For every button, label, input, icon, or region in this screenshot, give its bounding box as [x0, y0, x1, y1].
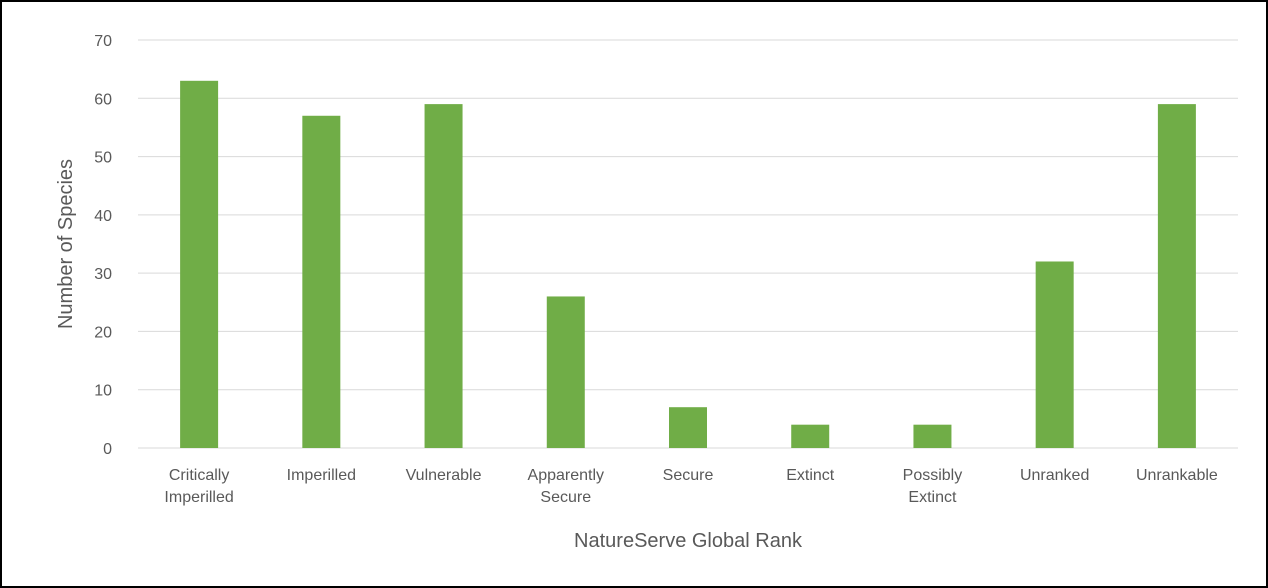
y-tick-label: 70 [94, 33, 112, 50]
x-tick-label: Critically Imperilled [164, 467, 233, 506]
bar [669, 407, 707, 448]
bar [180, 80, 219, 449]
bar [791, 424, 830, 448]
y-tick-label: 40 [94, 208, 112, 225]
bar [302, 115, 341, 449]
bar [913, 424, 952, 448]
x-tick-label: Apparently Secure [528, 467, 605, 506]
bars [180, 80, 1196, 449]
bar [1035, 261, 1074, 448]
x-tick-label: Extinct [786, 467, 835, 484]
y-tick-label: 20 [94, 324, 112, 341]
y-tick-label: 60 [94, 91, 112, 108]
x-tick-label: Possibly Extinct [903, 467, 963, 506]
y-tick-label: 0 [103, 441, 112, 458]
bar [424, 104, 463, 448]
y-tick-label: 50 [94, 150, 112, 167]
x-tick-label: Secure [663, 467, 714, 484]
y-axis-title: Number of Species [55, 159, 77, 329]
y-tick-label: 10 [94, 383, 112, 400]
bar [1157, 104, 1196, 448]
y-tick-label: 30 [94, 266, 112, 283]
x-tick-label: Unrankable [1136, 467, 1218, 484]
y-tick-labels: 0 10 20 30 40 50 60 70 [94, 33, 112, 458]
x-tick-label: Unranked [1020, 467, 1089, 484]
x-tick-label: Imperilled [287, 467, 356, 484]
bar [546, 296, 585, 448]
x-axis-title: NatureServe Global Rank [574, 530, 803, 552]
x-tick-labels: Critically Imperilled Imperilled Vulnerable… [164, 467, 1217, 506]
x-tick-label: Vulnerable [406, 467, 482, 484]
